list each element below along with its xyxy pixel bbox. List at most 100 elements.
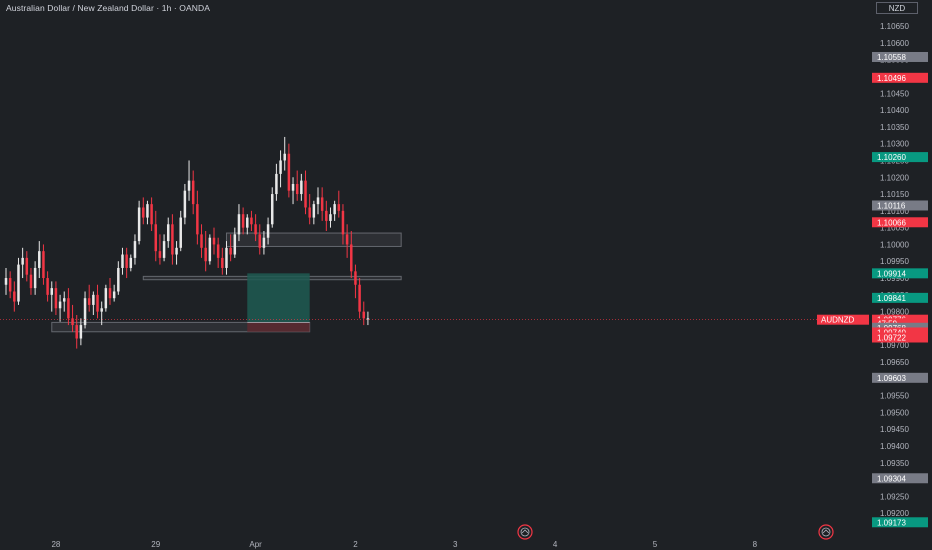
candle-body [108, 288, 112, 299]
candle [121, 247, 124, 275]
y-tick-label: 1.09500 [880, 408, 909, 417]
price-tag: 1.09841 [872, 292, 928, 303]
y-tick-label: 1.10000 [880, 240, 909, 249]
candle-body [254, 224, 257, 235]
y-tick-label: 1.09550 [880, 392, 909, 401]
x-tick-label: 2 [353, 540, 358, 549]
candle [25, 251, 29, 282]
candle-body [146, 204, 149, 218]
candle-body [258, 234, 262, 248]
candle [179, 210, 182, 252]
y-tick-label: 1.09950 [880, 257, 909, 266]
price-tag-box [872, 152, 928, 163]
candle [100, 301, 103, 326]
candle [221, 247, 224, 275]
price-tag: 1.10496 [872, 72, 928, 83]
candle [175, 241, 178, 265]
price-tag-box [872, 372, 928, 383]
candle-body [233, 234, 237, 255]
currency-label[interactable]: NZD [876, 2, 918, 14]
y-tick-label: 1.09400 [880, 442, 909, 451]
long-position-tool[interactable] [247, 273, 310, 332]
candle [308, 194, 311, 225]
candle [229, 234, 232, 262]
candle [333, 200, 336, 221]
candle-body [125, 254, 128, 268]
y-tick-label: 1.09650 [880, 358, 909, 367]
profit-zone[interactable] [247, 273, 310, 323]
candle [71, 304, 74, 332]
candle-body [237, 214, 241, 235]
candle-body [162, 241, 166, 258]
symbol-tag-box [817, 314, 869, 325]
candle-body [341, 210, 345, 235]
candle [58, 294, 62, 322]
candle-body [287, 153, 291, 191]
candle-body [87, 298, 91, 305]
candle [79, 318, 83, 346]
candle-body [117, 267, 120, 292]
candle [162, 234, 166, 262]
price-tag: 1.10066 [872, 217, 928, 228]
candle-body [79, 325, 83, 339]
price-tags: 1.10558 1.10496 1.10260 1.10116 1.10066 1.099… [817, 51, 928, 528]
candle [96, 284, 99, 319]
price-tag: 1.09603 [872, 372, 928, 383]
candle-body [362, 311, 366, 319]
event-icon[interactable] [517, 524, 533, 540]
candle-body [38, 251, 41, 268]
candle [212, 227, 216, 255]
candle [241, 207, 245, 235]
price-tag-label: 1.10066 [877, 218, 906, 227]
loss-zone[interactable] [247, 322, 310, 332]
candle [258, 224, 262, 255]
event-icons[interactable] [517, 524, 834, 540]
price-tag-box [872, 217, 928, 228]
candle-body [354, 271, 357, 285]
symbol-tag: AUDNZD [817, 314, 869, 325]
candle [287, 143, 291, 198]
candle [75, 314, 78, 349]
x-tick-label: 28 [51, 540, 60, 549]
candle [300, 173, 303, 201]
candle [4, 267, 8, 295]
candle [154, 210, 158, 262]
candle [129, 254, 133, 272]
candle-body [175, 247, 178, 255]
chart-title: Australian Dollar / New Zealand Dollar ·… [6, 3, 210, 13]
price-tag-label: 1.09841 [877, 294, 906, 303]
candle [87, 284, 91, 312]
price-tag-box [872, 72, 928, 83]
lower-zone[interactable] [51, 321, 311, 333]
event-icon[interactable] [818, 524, 834, 540]
candle-body [221, 257, 224, 268]
x-tick-label: 4 [553, 540, 558, 549]
candle-body [137, 207, 141, 242]
price-tag-box [872, 473, 928, 484]
candle-body [295, 183, 299, 195]
candle-body [58, 301, 62, 309]
time-axis[interactable]: 28 29 Apr 2 3 4 5 8 [51, 540, 757, 549]
candle [171, 214, 174, 265]
candle [337, 190, 341, 218]
price-tag: 1.09914 [872, 268, 928, 279]
upper-zone[interactable] [225, 232, 402, 247]
candle [196, 190, 199, 245]
candle-body [129, 257, 133, 268]
price-tag: 1.10260 [872, 152, 928, 163]
candle [150, 197, 153, 232]
y-tick-label: 1.10600 [880, 39, 909, 48]
candle [366, 311, 370, 326]
candle-body [46, 278, 49, 295]
candle [208, 234, 212, 265]
candle-body [266, 224, 270, 238]
candle-body [171, 224, 174, 255]
price-tag-label: 1.09914 [877, 269, 906, 278]
candle [21, 247, 24, 279]
price-tag: 1.09304 [872, 473, 928, 484]
candle-body [154, 224, 158, 252]
candle-body [17, 264, 20, 302]
candle-body [50, 288, 54, 295]
candle-body [96, 294, 99, 312]
